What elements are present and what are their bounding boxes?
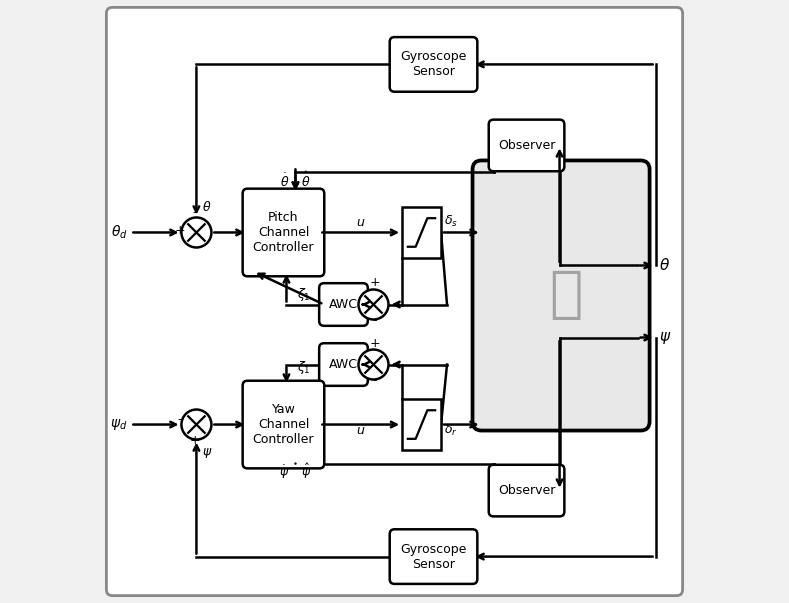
Text: -: - — [193, 206, 197, 219]
Text: AWC: AWC — [329, 298, 358, 311]
Text: $u$: $u$ — [356, 423, 365, 437]
FancyBboxPatch shape — [320, 343, 368, 386]
Text: +: + — [189, 434, 200, 447]
Text: Observer: Observer — [498, 139, 555, 152]
FancyBboxPatch shape — [488, 119, 564, 171]
Circle shape — [181, 218, 211, 247]
Text: Gyroscope
Sensor: Gyroscope Sensor — [400, 51, 467, 78]
FancyBboxPatch shape — [243, 189, 324, 276]
FancyBboxPatch shape — [107, 7, 682, 596]
Text: 🚀: 🚀 — [549, 268, 582, 323]
Text: Yaw
Channel
Controller: Yaw Channel Controller — [252, 403, 314, 446]
Text: $\theta_d$: $\theta_d$ — [110, 224, 127, 241]
Text: Pitch
Channel
Controller: Pitch Channel Controller — [252, 211, 314, 254]
Text: $\dot{\psi}$: $\dot{\psi}$ — [279, 463, 290, 481]
Text: $\psi_d$: $\psi_d$ — [110, 417, 127, 432]
Text: -: - — [372, 374, 377, 387]
Text: $\zeta_1$: $\zeta_1$ — [297, 286, 310, 303]
FancyBboxPatch shape — [243, 380, 324, 469]
Text: $\delta_s$: $\delta_s$ — [444, 214, 458, 229]
Text: $\psi$: $\psi$ — [659, 329, 671, 346]
Text: $\theta$: $\theta$ — [203, 200, 211, 215]
Text: $\delta_r$: $\delta_r$ — [444, 423, 458, 438]
Text: $\zeta_1$: $\zeta_1$ — [297, 359, 310, 376]
FancyBboxPatch shape — [402, 207, 441, 258]
Text: AWC: AWC — [329, 358, 358, 371]
Text: Gyroscope
Sensor: Gyroscope Sensor — [400, 543, 467, 570]
Text: $\psi$: $\psi$ — [203, 446, 213, 459]
Text: +: + — [370, 336, 380, 350]
Text: +: + — [174, 224, 185, 237]
Text: $\theta$: $\theta$ — [659, 257, 670, 274]
Text: $\hat{\theta}$: $\hat{\theta}$ — [301, 171, 311, 191]
Text: +: + — [370, 277, 380, 289]
FancyBboxPatch shape — [402, 399, 441, 450]
Text: $u$: $u$ — [356, 216, 365, 230]
Circle shape — [358, 350, 388, 379]
FancyBboxPatch shape — [390, 529, 477, 584]
FancyBboxPatch shape — [390, 37, 477, 92]
Circle shape — [181, 409, 211, 440]
Text: -: - — [178, 413, 182, 426]
Text: $\hat{\psi}$: $\hat{\psi}$ — [301, 461, 312, 481]
FancyBboxPatch shape — [488, 465, 564, 516]
Text: -: - — [372, 314, 377, 327]
FancyBboxPatch shape — [320, 283, 368, 326]
FancyBboxPatch shape — [473, 160, 649, 431]
Text: $\dot{\theta}$: $\dot{\theta}$ — [280, 173, 290, 191]
Circle shape — [358, 289, 388, 320]
Text: Observer: Observer — [498, 484, 555, 497]
